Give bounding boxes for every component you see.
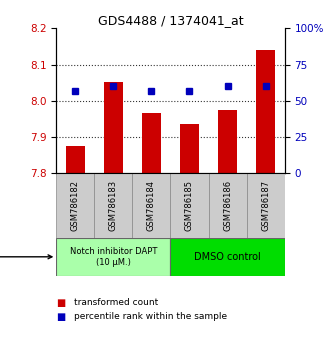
Bar <box>104 81 123 173</box>
Bar <box>132 173 170 238</box>
Bar <box>94 173 132 238</box>
Bar <box>218 110 237 173</box>
Text: GSM786184: GSM786184 <box>147 180 156 231</box>
Text: GSM786183: GSM786183 <box>109 180 118 231</box>
Bar <box>66 146 85 173</box>
Text: GSM786182: GSM786182 <box>71 180 80 231</box>
Title: GDS4488 / 1374041_at: GDS4488 / 1374041_at <box>98 14 243 27</box>
Bar <box>170 238 285 276</box>
Bar <box>247 173 285 238</box>
Bar <box>56 238 170 276</box>
Text: Notch inhibitor DAPT
(10 μM.): Notch inhibitor DAPT (10 μM.) <box>70 247 157 267</box>
Text: GSM786186: GSM786186 <box>223 180 232 231</box>
Bar <box>256 50 275 173</box>
Text: DMSO control: DMSO control <box>194 252 261 262</box>
Text: agent: agent <box>0 252 52 262</box>
Text: ■: ■ <box>56 312 66 322</box>
Bar <box>170 173 209 238</box>
Bar <box>56 173 94 238</box>
Text: ■: ■ <box>56 298 66 308</box>
Bar <box>209 173 247 238</box>
Text: percentile rank within the sample: percentile rank within the sample <box>74 312 228 321</box>
Text: GSM786185: GSM786185 <box>185 180 194 231</box>
Bar <box>180 124 199 173</box>
Text: GSM786187: GSM786187 <box>261 180 270 231</box>
Bar <box>142 113 161 173</box>
Text: transformed count: transformed count <box>74 298 159 307</box>
